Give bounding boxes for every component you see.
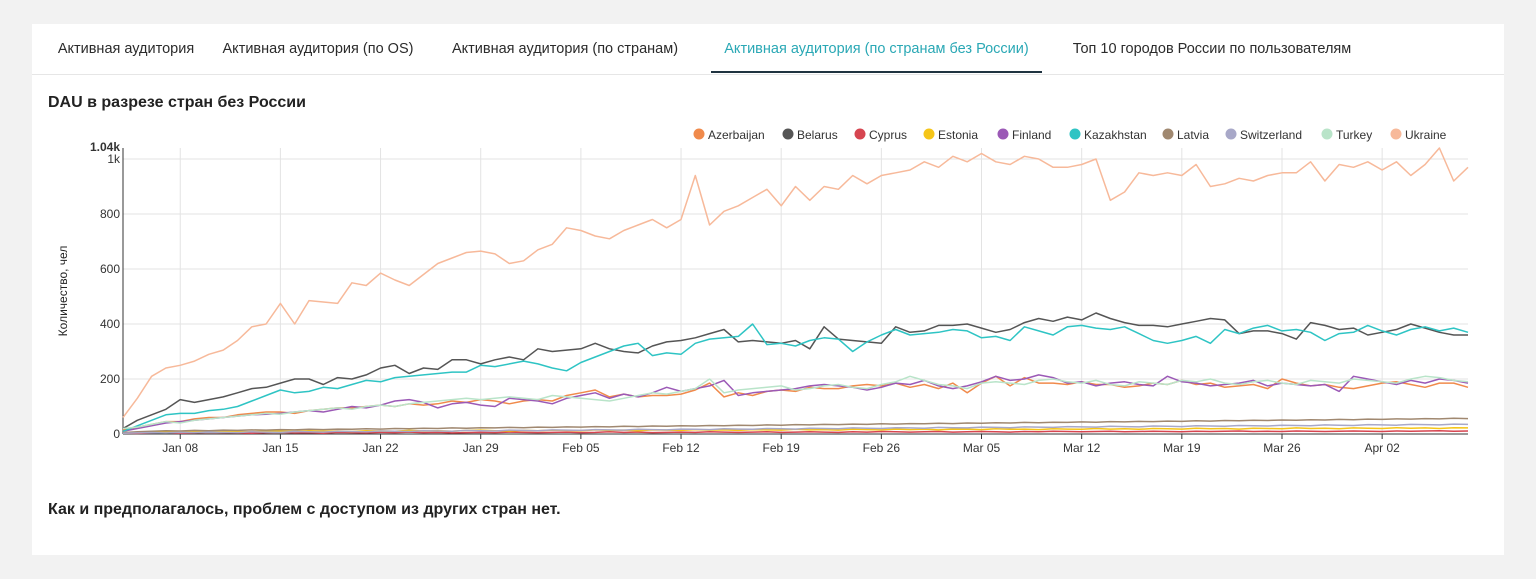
x-tick-label: Jan 15: [262, 441, 298, 455]
y-tick-label: 400: [100, 317, 120, 331]
legend-marker-finland[interactable]: [997, 128, 1009, 140]
tab-active-audience-countries[interactable]: Активная аудитория (по странам): [451, 41, 679, 57]
legend-label-azerbaijan[interactable]: Azerbaijan: [708, 128, 765, 142]
y-tick-label: 0: [113, 427, 120, 441]
legend-marker-ukraine[interactable]: [1390, 128, 1402, 140]
x-tick-label: Mar 19: [1163, 441, 1201, 455]
series-line-latvia: [122, 417, 1469, 434]
x-tick-label: Jan 08: [162, 441, 198, 455]
y-axis-label: Количество, чел: [56, 246, 70, 337]
y-tick-label: 600: [100, 262, 120, 276]
tab-active-audience-os[interactable]: Активная аудитория (по OS): [222, 41, 414, 57]
series-line-switzerland: [122, 423, 1469, 434]
series-line-turkey: [122, 375, 1469, 430]
y-tick-label: 1k: [107, 152, 121, 166]
x-tick-label: Feb 05: [562, 441, 600, 455]
series-line-cyprus: [122, 429, 1469, 435]
x-tick-label: Mar 12: [1063, 441, 1101, 455]
legend-marker-kazakhstan[interactable]: [1069, 128, 1081, 140]
series-line-belarus: [122, 312, 1468, 430]
x-tick-label: Mar 05: [963, 441, 1001, 455]
tab-active-audience[interactable]: Активная аудитория: [57, 41, 195, 57]
y-max-label: 1.04k: [90, 140, 120, 154]
legend-marker-estonia[interactable]: [923, 128, 935, 140]
legend-marker-azerbaijan[interactable]: [693, 128, 705, 140]
legend-marker-belarus[interactable]: [782, 128, 794, 140]
dashboard-panel: Активная аудитория Активная аудитория (п…: [32, 24, 1504, 555]
x-tick-label: Jan 22: [363, 441, 399, 455]
series-line-kazakhstan: [122, 323, 1469, 432]
legend-label-switzerland[interactable]: Switzerland: [1240, 128, 1302, 142]
x-tick-label: Feb 12: [662, 441, 700, 455]
x-tick-label: Mar 26: [1263, 441, 1301, 455]
series-line-finland: [122, 374, 1469, 433]
tab-top10-russia-cities[interactable]: Топ 10 городов России по пользователям: [1072, 41, 1352, 57]
legend-marker-latvia[interactable]: [1162, 128, 1174, 140]
dau-line-chart: 0 200 400 600 800 1k1.04k Jan 08 Jan 15 Jan 22 Ja…: [56, 128, 1469, 455]
x-tick-label: Apr 02: [1364, 441, 1400, 455]
legend-marker-turkey[interactable]: [1321, 128, 1333, 140]
legend-label-finland[interactable]: Finland: [1012, 128, 1051, 142]
legend-label-turkey[interactable]: Turkey: [1336, 128, 1372, 142]
legend-label-ukraine[interactable]: Ukraine: [1405, 128, 1447, 142]
legend-label-latvia[interactable]: Latvia: [1177, 128, 1209, 142]
y-tick-label: 800: [100, 207, 120, 221]
legend-marker-switzerland[interactable]: [1225, 128, 1237, 140]
legend-marker-cyprus[interactable]: [854, 128, 866, 140]
legend-label-belarus[interactable]: Belarus: [797, 128, 838, 142]
legend-label-kazakhstan[interactable]: Kazakhstan: [1084, 128, 1147, 142]
x-tick-label: Jan 29: [463, 441, 499, 455]
tab-active-audience-countries-no-russia[interactable]: Активная аудитория (по странам без Росси…: [711, 24, 1042, 73]
series-line-ukraine: [122, 147, 1469, 418]
x-tick-label: Feb 26: [863, 441, 901, 455]
tab-bar: Активная аудитория Активная аудитория (п…: [32, 24, 1504, 75]
chart-title: DAU в разрезе стран без России: [48, 94, 306, 111]
conclusion-note: Как и предполагалось, проблем с доступом…: [48, 501, 561, 518]
legend-label-estonia[interactable]: Estonia: [938, 128, 978, 142]
y-tick-label: 200: [100, 372, 120, 386]
legend-label-cyprus[interactable]: Cyprus: [869, 128, 907, 142]
x-tick-label: Feb 19: [763, 441, 801, 455]
